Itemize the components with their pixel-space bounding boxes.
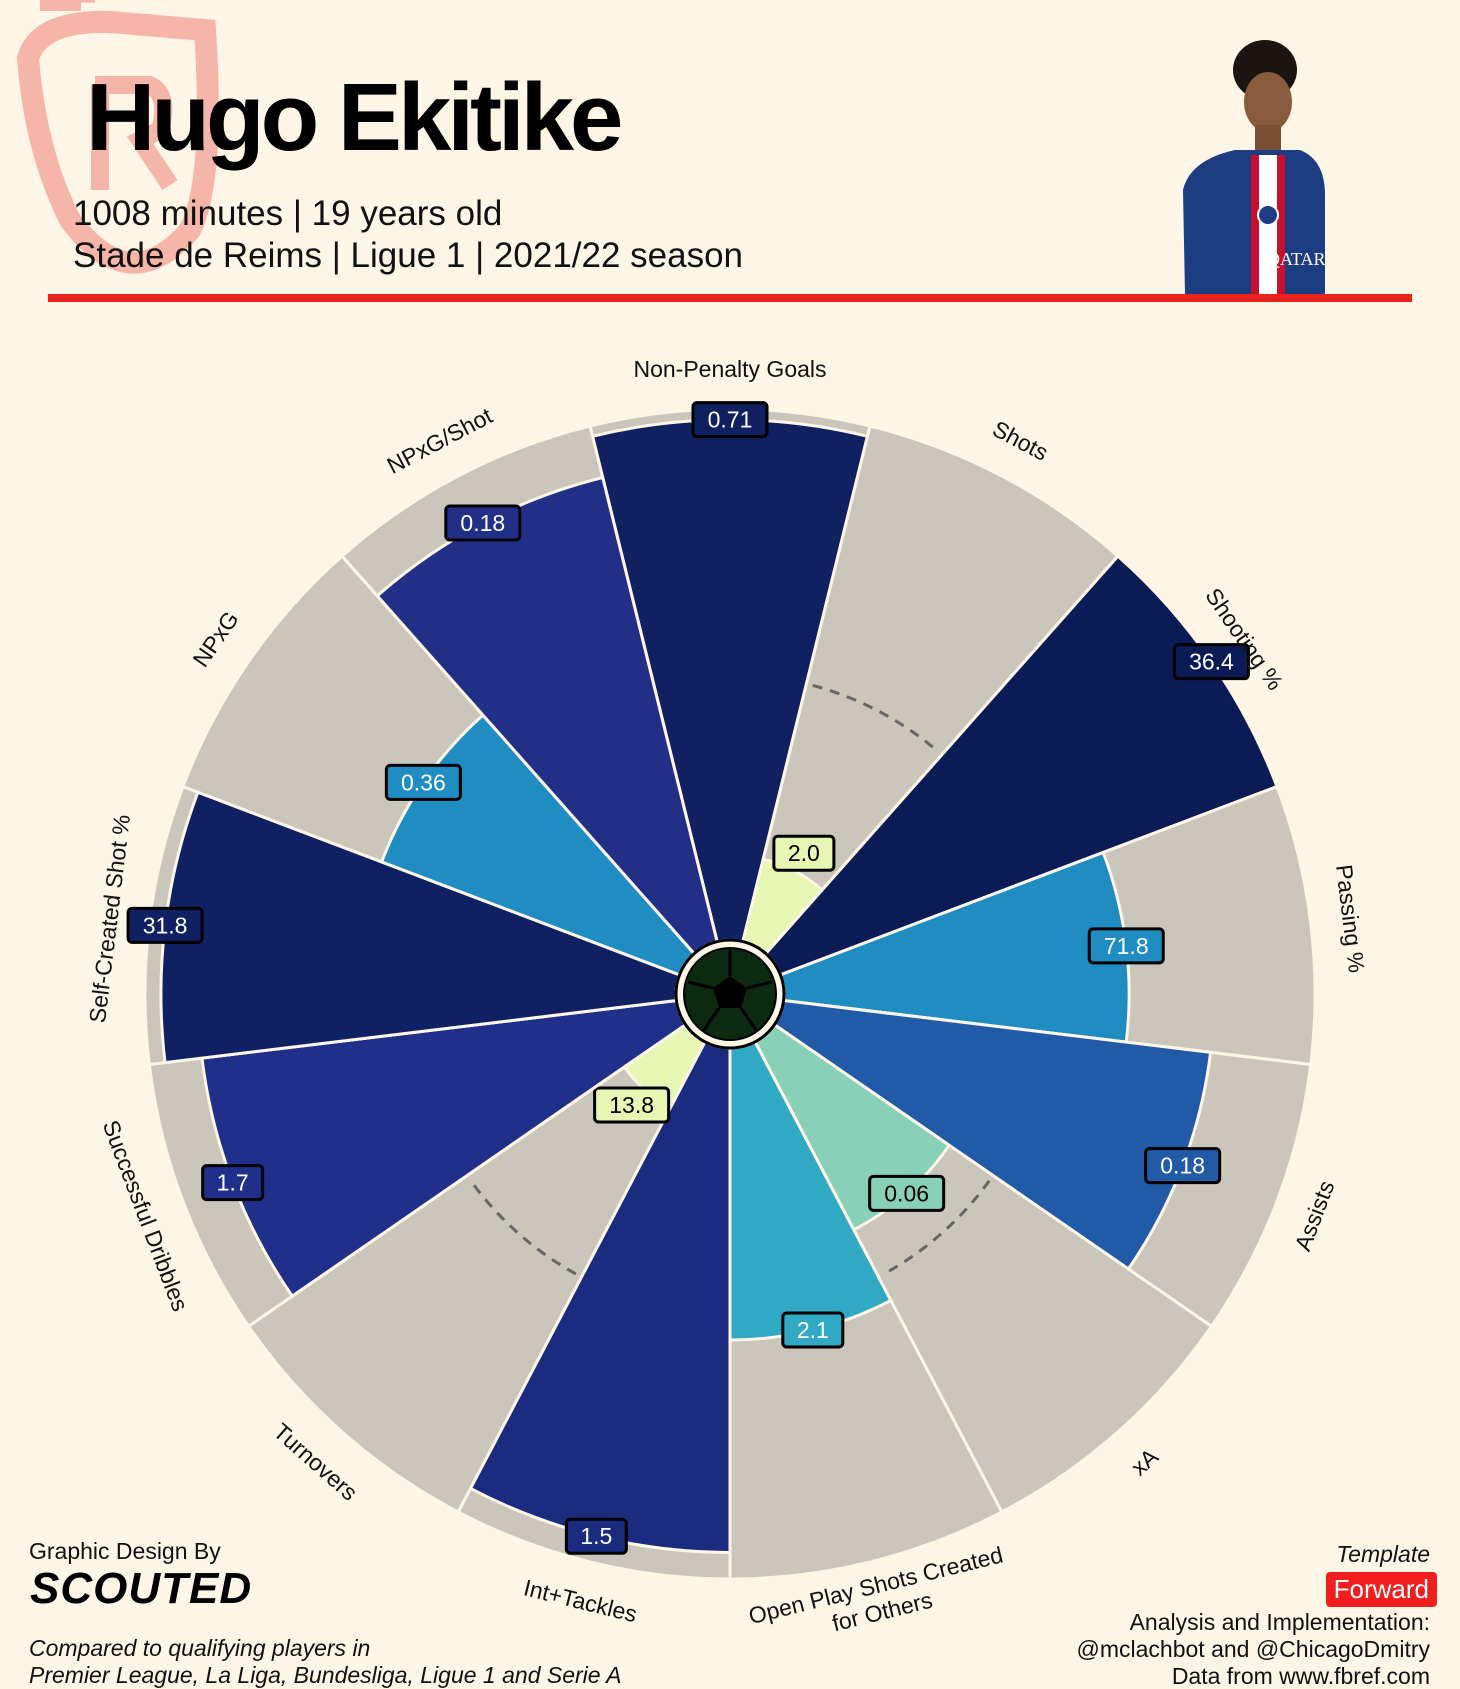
analysis-line3: Data from www.fbref.com (1171, 1663, 1430, 1689)
scouted-logo: SCOUTED (30, 1564, 253, 1613)
value-label-non-penalty-goals: 0.71 (708, 407, 753, 433)
value-label-shots: 2.0 (788, 840, 820, 866)
value-badge-assists: 0.18 (1144, 1147, 1222, 1185)
header-divider (48, 294, 1412, 302)
value-label-npxg: 0.36 (401, 769, 446, 795)
value-label-assists: 0.18 (1160, 1153, 1205, 1179)
value-label-npxg-shot: 0.18 (460, 510, 505, 536)
value-badge-turnovers: 13.8 (593, 1086, 671, 1124)
player-club-season: Stade de Reims | Ligue 1 | 2021/22 seaso… (73, 236, 744, 275)
category-label-int-tackles: Int+Tackles (521, 1574, 640, 1627)
center-ball (674, 938, 786, 1050)
value-label-int-tackles: 1.5 (580, 1523, 612, 1549)
analysis-line1: Analysis and Implementation: (1129, 1609, 1430, 1635)
value-label-open-play-shots-created-for-others: 2.1 (797, 1317, 829, 1343)
comparison-note-line2: Premier League, La Liga, Bundesliga, Lig… (29, 1662, 622, 1688)
svg-text:QATAR: QATAR (1267, 249, 1326, 269)
template-label: Template (1336, 1541, 1430, 1567)
value-badge-int-tackles: 1.5 (564, 1517, 628, 1555)
logo-watermark (16, 0, 219, 274)
value-badge-shooting: 36.4 (1172, 643, 1250, 681)
value-badge-npxg: 0.36 (384, 763, 462, 801)
value-label-passing: 71.8 (1104, 933, 1149, 959)
value-badge-open-play-shots-created-for-others: 2.1 (781, 1311, 845, 1349)
reference-arc-shots (812, 683, 939, 752)
value-badge-xa: 0.06 (868, 1174, 946, 1212)
player-photo: QATAR (1183, 40, 1326, 295)
value-badge-successful-dribbles: 1.7 (201, 1164, 265, 1202)
category-label-assists: Assists (1289, 1177, 1339, 1254)
value-badge-passing: 71.8 (1087, 927, 1165, 965)
value-badge-non-penalty-goals: 0.71 (691, 401, 769, 439)
value-label-shooting: 36.4 (1189, 649, 1234, 675)
category-label-xa: xA (1126, 1443, 1164, 1481)
player-minutes-age: 1008 minutes | 19 years old (73, 194, 503, 233)
analysis-line2: @mclachbot and @ChicagoDmitry (1076, 1636, 1431, 1662)
value-badge-npxg-shot: 0.18 (444, 504, 522, 542)
value-badge-shots: 2.0 (772, 834, 836, 872)
category-label-passing: Passing % (1331, 863, 1370, 974)
value-badge-self-created-shot: 31.8 (126, 906, 204, 944)
reference-arc-turnovers (469, 1179, 577, 1276)
category-label-npxg: NPxG (188, 606, 244, 671)
value-label-turnovers: 13.8 (609, 1092, 654, 1118)
category-label-shots: Shots (988, 415, 1052, 465)
value-label-successful-dribbles: 1.7 (217, 1170, 249, 1196)
template-badge: Forward (1325, 1572, 1437, 1607)
player-name: Hugo Ekitike (86, 64, 623, 171)
value-label-xa: 0.06 (884, 1180, 929, 1206)
reference-arc-xa (883, 1179, 991, 1276)
comparison-note-line1: Compared to qualifying players in (29, 1635, 371, 1661)
category-label-non-penalty-goals: Non-Penalty Goals (633, 356, 826, 382)
value-label-self-created-shot: 31.8 (143, 912, 188, 938)
design-credit-label: Graphic Design By (29, 1538, 221, 1564)
